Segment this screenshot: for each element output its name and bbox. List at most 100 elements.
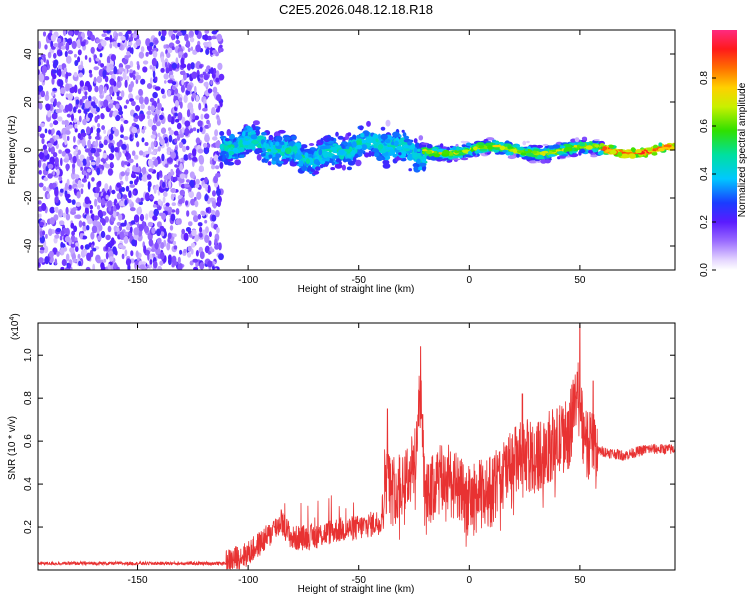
noise-blob: [204, 30, 210, 34]
band-blob: [416, 158, 421, 164]
noise-blob: [97, 123, 101, 128]
noise-blob: [163, 174, 169, 181]
noise-blob: [90, 34, 96, 42]
band-blob: [422, 165, 426, 172]
noise-blob: [118, 67, 125, 72]
band-blob: [224, 140, 232, 145]
noise-blob: [49, 206, 55, 214]
noise-blob: [96, 114, 100, 120]
noise-blob: [147, 114, 150, 120]
band-blob: [228, 151, 235, 156]
noise-blob: [163, 73, 169, 80]
noise-blob: [71, 230, 75, 236]
noise-blob: [166, 242, 171, 251]
noise-blob: [186, 84, 192, 92]
signal-blob: [461, 149, 471, 153]
signal-blob: [508, 146, 514, 149]
noise-blob: [42, 186, 47, 192]
band-blob: [346, 166, 352, 171]
noise-blob: [181, 116, 186, 125]
noise-blob: [194, 30, 199, 36]
band-blob: [360, 132, 365, 138]
noise-blob: [82, 158, 87, 166]
noise-blob: [88, 95, 92, 102]
noise-blob: [42, 162, 47, 170]
noise-blob: [204, 68, 209, 73]
band-blob: [392, 131, 400, 138]
band-blob: [408, 168, 413, 172]
noise-blob: [160, 88, 165, 95]
band-blob: [252, 120, 260, 126]
noise-blob: [42, 230, 46, 236]
noise-blob: [54, 258, 58, 266]
noise-blob: [90, 161, 96, 166]
band-blob: [308, 143, 315, 146]
noise-blob: [98, 164, 102, 170]
noise-blob: [38, 232, 41, 242]
noise-blob: [38, 73, 45, 82]
noise-blob: [154, 113, 158, 122]
band-blob: [330, 167, 336, 171]
noise-blob: [89, 73, 93, 78]
noise-blob: [171, 81, 177, 86]
noise-blob: [121, 253, 125, 260]
band-blob: [345, 158, 352, 162]
noise-blob: [67, 93, 73, 101]
noise-blob: [51, 77, 55, 85]
noise-blob: [175, 39, 181, 45]
noise-blob: [135, 38, 142, 47]
noise-blob: [205, 207, 209, 213]
noise-blob: [197, 120, 203, 127]
noise-blob: [205, 48, 210, 55]
noise-blob: [208, 240, 212, 247]
noise-blob: [194, 200, 199, 208]
noise-blob: [171, 34, 175, 41]
noise-blob: [131, 100, 136, 107]
noise-blob: [100, 158, 106, 163]
noise-blob: [103, 129, 106, 134]
noise-blob: [69, 86, 75, 94]
noise-blob: [71, 113, 74, 122]
signal-blob: [588, 149, 593, 154]
noise-blob: [203, 34, 209, 41]
noise-blob: [124, 249, 128, 257]
noise-blob: [94, 98, 99, 104]
noise-blob: [180, 63, 187, 69]
noise-blob: [38, 125, 42, 133]
noise-blob: [214, 238, 218, 246]
noise-blob: [53, 52, 57, 59]
band-blob: [384, 139, 391, 144]
noise-blob: [61, 150, 66, 157]
noise-blob: [147, 184, 151, 193]
signal-blob: [505, 151, 511, 156]
x-tick-label: -150: [128, 275, 148, 286]
noise-blob: [78, 64, 84, 71]
noise-blob: [193, 266, 199, 270]
noise-blob: [84, 206, 89, 214]
noise-blob: [193, 215, 199, 223]
noise-blob: [144, 142, 149, 146]
noise-blob: [75, 214, 82, 219]
noise-blob: [138, 51, 145, 59]
noise-blob: [152, 70, 156, 79]
noise-blob: [65, 213, 71, 221]
noise-blob: [74, 123, 78, 129]
noise-blob: [77, 49, 82, 56]
band-blob: [402, 132, 407, 138]
noise-blob: [218, 73, 225, 81]
noise-blob: [204, 234, 210, 243]
noise-blob: [124, 174, 129, 182]
noise-blob: [38, 159, 42, 168]
noise-blob: [47, 109, 52, 118]
noise-blob: [148, 50, 153, 55]
noise-blob: [136, 207, 142, 215]
noise-blob: [71, 208, 76, 213]
noise-blob: [120, 117, 125, 122]
signal-blob: [494, 152, 501, 155]
noise-blob: [65, 42, 70, 51]
noise-blob: [52, 152, 58, 158]
x-tick-label: 50: [574, 575, 586, 586]
noise-blob: [134, 167, 141, 173]
band-blob: [270, 149, 278, 153]
signal-blob: [464, 154, 471, 157]
